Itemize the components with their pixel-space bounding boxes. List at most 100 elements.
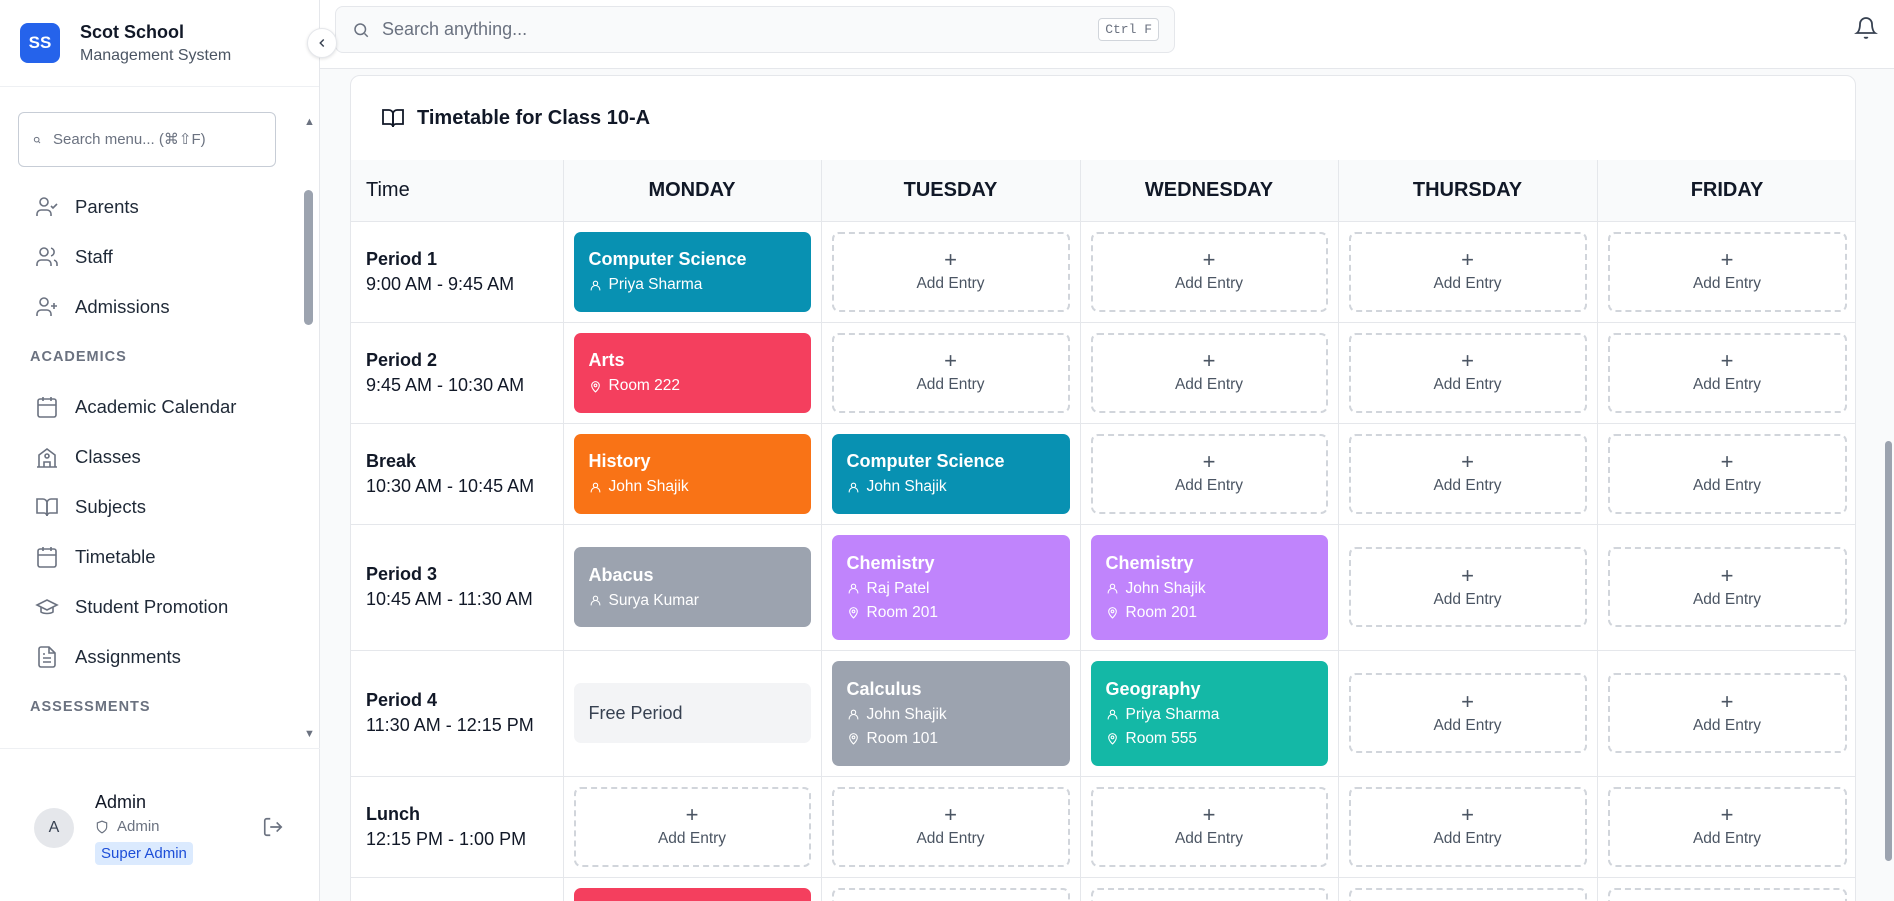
slot-cell: + Add Entry [1597,423,1855,525]
timetable-entry[interactable]: Geography Priya Sharma Room 555 [1090,660,1328,766]
slot-cell [1597,877,1855,901]
user-icon [848,709,858,720]
sidebar-item-timetable[interactable]: Timetable [0,532,300,582]
add-entry-button[interactable] [1348,887,1587,901]
add-entry-button[interactable]: + Add Entry [1090,231,1328,312]
user-icon [848,583,858,594]
plus-icon: + [1461,449,1474,474]
plus-icon: + [1202,802,1216,827]
menu-search-input[interactable] [53,131,253,148]
logout-button[interactable] [262,816,284,843]
sidebar-item-label: Parents [75,196,139,217]
time-cell: Period 4 11:30 AM - 12:15 PM [351,650,564,777]
add-entry-button[interactable]: + Add Entry [1348,786,1587,867]
add-entry-button[interactable]: + Add Entry [1607,786,1847,867]
sidebar-item-label: Classes [75,446,141,467]
sidebar-menu: Parents Staff Admissions ACADEMICS Acade… [0,87,300,748]
add-entry-button[interactable]: + Add Entry [1090,433,1328,514]
add-entry-button[interactable]: + Add Entry [831,231,1070,312]
sidebar-item-label: Assignments [75,646,181,667]
user-icon [590,482,600,492]
main-content: Timetable for Class 10-A Time MONDAY TUE… [320,69,1894,901]
add-entry-button[interactable]: + Add Entry [1348,547,1587,627]
timetable-entry[interactable]: Calculus John Shajik Room 101 [831,660,1070,766]
add-entry-button[interactable]: + Add Entry [831,786,1070,867]
entry-teacher: John Shajik [1106,580,1313,598]
plus-icon: + [1720,449,1734,474]
timetable-entry[interactable]: Chemistry John Shajik Room 201 [1090,534,1328,640]
role-badge: Super Admin [95,842,193,865]
collapse-sidebar-button[interactable] [307,28,337,58]
sidebar-item-assignments[interactable]: Assignments [0,632,300,682]
sidebar-scrollbar[interactable] [304,190,313,325]
add-entry-button[interactable]: + Add Entry [1607,433,1847,514]
slot-cell: Calculus John Shajik Room 101 [821,650,1081,777]
column-header-tuesday: TUESDAY [821,160,1081,222]
add-entry-button[interactable]: + Add Entry [831,332,1070,413]
add-entry-button[interactable]: + Add Entry [1348,433,1587,514]
global-search-box[interactable]: Ctrl F [335,6,1175,53]
slot-cell: + Add Entry [1597,221,1855,323]
brand-name: Scot School [80,21,185,42]
sidebar-item-student-promotion[interactable]: Student Promotion [0,582,300,632]
menu-search-box[interactable] [18,112,276,167]
scroll-down-arrow-icon[interactable]: ▼ [304,728,315,740]
slot-cell: + Add Entry [1597,322,1855,424]
user-icon [1107,583,1117,594]
add-entry-button[interactable]: + Add Entry [1348,231,1587,312]
timetable-entry[interactable]: History John Shajik [573,433,811,514]
slot-cell: + Add Entry [1080,221,1339,323]
timetable-entry[interactable]: Abacus Surya Kumar [573,547,811,627]
timetable-entry[interactable]: Arts Room 222 [573,332,811,413]
global-search-input[interactable] [382,19,1082,40]
table-row: Break 10:30 AM - 10:45 AM History John S… [351,423,1855,525]
map-pin-icon [1107,607,1117,619]
free-period[interactable]: Free Period [573,683,811,743]
sidebar-item-admissions[interactable]: Admissions [0,282,300,332]
timetable-entry[interactable] [573,887,811,901]
entry-teacher: Priya Sharma [589,276,796,294]
plus-icon: + [1720,688,1734,714]
timetable-entry[interactable]: Computer Science John Shajik [831,433,1070,514]
add-entry-button[interactable]: + Add Entry [1348,332,1587,413]
brand-subtitle: Management System [80,46,232,64]
time-cell: Period 1 9:00 AM - 9:45 AM [351,221,564,323]
add-entry-button[interactable]: + Add Entry [1607,547,1847,627]
map-pin-icon [1107,733,1117,745]
users-icon [36,247,58,266]
add-entry-button[interactable]: + Add Entry [1607,332,1847,413]
slot-cell: + Add Entry [1338,423,1598,525]
add-entry-button[interactable]: + Add Entry [573,786,811,867]
top-bar: Ctrl F [320,0,1894,69]
scroll-up-arrow-icon[interactable]: ▲ [304,116,315,128]
main-scrollbar[interactable] [1885,441,1892,861]
time-cell: Lunch 12:15 PM - 1:00 PM [351,776,564,878]
add-entry-button[interactable] [1090,887,1328,901]
timetable-entry[interactable]: Chemistry Raj Patel Room 201 [831,534,1070,640]
timetable-entry[interactable]: Computer Science Priya Sharma [573,231,811,312]
sidebar-item-staff[interactable]: Staff [0,232,300,282]
add-entry-button[interactable]: + Add Entry [1090,786,1328,867]
entry-subject: Chemistry [1105,552,1194,573]
brand-logo: SS [20,23,60,63]
sidebar-item-classes[interactable]: Classes [0,432,300,482]
notifications-button[interactable] [1854,16,1878,45]
calendar-days-icon [37,397,57,418]
add-entry-button[interactable]: + Add Entry [1607,673,1847,753]
brand: SS Scot School Management System [0,0,319,87]
add-entry-button[interactable]: + Add Entry [1090,332,1328,413]
period-time: 12:15 PM - 1:00 PM [366,828,527,849]
add-entry-button[interactable]: + Add Entry [1607,231,1847,312]
avatar[interactable]: A [34,808,74,848]
slot-cell: + Add Entry [1080,776,1339,878]
sidebar-item-academic-calendar[interactable]: Academic Calendar [0,382,300,432]
entry-teacher: John Shajik [589,478,796,496]
table-row: Period 4 11:30 AM - 12:15 PM Free Period… [351,650,1855,777]
sidebar-item-subjects[interactable]: Subjects [0,482,300,532]
add-entry-button[interactable] [1607,887,1847,901]
add-entry-button[interactable] [831,887,1070,901]
card-header: Timetable for Class 10-A [351,76,1855,160]
sidebar-item-parents[interactable]: Parents [0,182,300,232]
add-entry-button[interactable]: + Add Entry [1348,673,1587,753]
entry-room: Room 222 [589,377,796,395]
